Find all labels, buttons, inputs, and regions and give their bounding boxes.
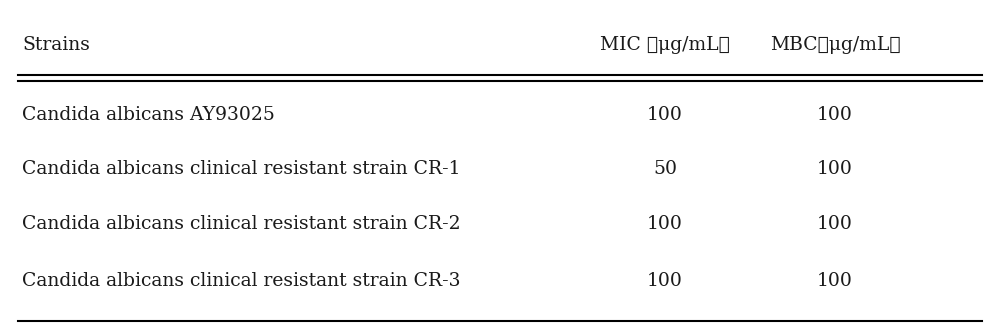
Text: 100: 100 <box>817 160 853 178</box>
Text: Candida albicans clinical resistant strain CR-2: Candida albicans clinical resistant stra… <box>22 215 461 233</box>
Text: MIC （μg/mL）: MIC （μg/mL） <box>600 36 730 54</box>
Text: Candida albicans clinical resistant strain CR-1: Candida albicans clinical resistant stra… <box>22 160 460 178</box>
Text: 100: 100 <box>647 272 683 290</box>
Text: 100: 100 <box>647 106 683 124</box>
Text: MBC（μg/mL）: MBC（μg/mL） <box>770 36 900 54</box>
Text: Candida albicans AY93025: Candida albicans AY93025 <box>22 106 275 124</box>
Text: Candida albicans clinical resistant strain CR-3: Candida albicans clinical resistant stra… <box>22 272 460 290</box>
Text: 100: 100 <box>647 215 683 233</box>
Text: 100: 100 <box>817 272 853 290</box>
Text: Strains: Strains <box>22 36 90 54</box>
Text: 100: 100 <box>817 106 853 124</box>
Text: 100: 100 <box>817 215 853 233</box>
Text: 50: 50 <box>653 160 677 178</box>
